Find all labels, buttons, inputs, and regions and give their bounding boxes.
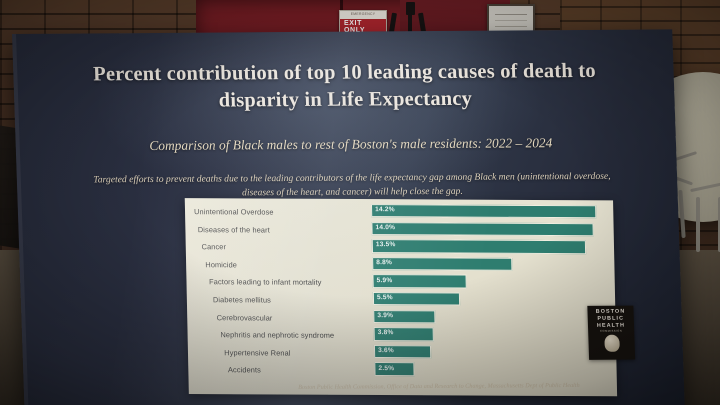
bar: 14.2% — [370, 204, 597, 219]
bar-value-label: 2.5% — [378, 364, 395, 372]
logo-line-4: COMMISSION — [600, 329, 623, 334]
bar-chart-row: Cerebrovascular 3.9% — [187, 308, 616, 328]
bar-category-label: Homicide — [205, 259, 238, 270]
bar-category-label: Accidents — [227, 365, 262, 375]
bar-value-label: 8.8% — [376, 259, 393, 267]
bar: 14.0% — [371, 221, 594, 237]
bar: 3.6% — [373, 344, 432, 359]
bar-chart-row: Homicide 8.8% — [186, 255, 615, 275]
bar: 5.5% — [372, 292, 461, 306]
bar: 13.5% — [371, 239, 587, 254]
bar-category-label: Nephritis and nephrotic syndrome — [220, 330, 335, 341]
bar-value-label: 3.6% — [377, 347, 394, 355]
bar-category-label: Cerebrovascular — [216, 312, 273, 323]
bar-value-label: 14.0% — [375, 223, 396, 231]
bar-category-label: Diabetes mellitus — [212, 295, 272, 305]
bar-category-label: Factors leading to infant mortality — [209, 277, 322, 288]
bar-category-label: Diseases of the heart — [197, 224, 270, 235]
bar: 5.9% — [372, 274, 467, 289]
bar-value-label: 5.9% — [376, 276, 393, 284]
poster-subtitle: Comparison of Black males to rest of Bos… — [149, 135, 553, 154]
bar-category-label: Unintentional Overdose — [193, 207, 274, 217]
bar-chart-row: Diabetes mellitus 5.5% — [187, 290, 616, 310]
exit-sign-top-label: EMERGENCY — [350, 12, 376, 17]
bar-category-label: Cancer — [201, 242, 227, 252]
bar: 3.8% — [373, 327, 435, 341]
logo-line-3: HEALTH — [596, 322, 626, 329]
chair — [690, 180, 720, 255]
bar-chart-row: Accidents 2.5% — [188, 360, 617, 380]
bar-value-label: 14.2% — [375, 206, 395, 214]
poster-title: Percent contribution of top 10 leading c… — [92, 59, 597, 112]
bar-chart-panel: Unintentional Overdose 14.2% Diseases of t… — [184, 198, 618, 397]
poster-board: Percent contribution of top 10 leading c… — [12, 29, 685, 405]
bar-category-label: Hypertensive Renal — [224, 348, 291, 358]
bar-chart-rows: Unintentional Overdose 14.2% Diseases of t… — [185, 198, 617, 396]
bar-value-label: 3.9% — [377, 311, 394, 319]
bphc-logo: BOSTON PUBLIC HEALTH COMMISSION — [587, 305, 636, 360]
bar: 2.5% — [374, 362, 415, 376]
bar-value-label: 5.5% — [376, 294, 393, 302]
bar: 3.9% — [373, 309, 436, 324]
bar-chart-row: Factors leading to infant mortality 5.9% — [186, 272, 615, 292]
bar-chart-row: Unintentional Overdose 14.2% — [185, 202, 614, 222]
bar-chart-row: Diseases of the heart 14.0% — [185, 220, 614, 240]
poster-caption: Targeted efforts to prevent deaths due t… — [93, 170, 611, 199]
bar-chart-row: Hypertensive Renal 3.6% — [188, 343, 617, 363]
bar-value-label: 13.5% — [375, 241, 396, 249]
bar-chart-row: Cancer 13.5% — [186, 237, 615, 257]
logo-seal-icon — [603, 334, 620, 353]
bar-chart-row: Nephritis and nephrotic syndrome 3.8% — [187, 325, 616, 345]
bar: 8.8% — [372, 256, 513, 271]
bar-value-label: 3.8% — [377, 329, 394, 337]
